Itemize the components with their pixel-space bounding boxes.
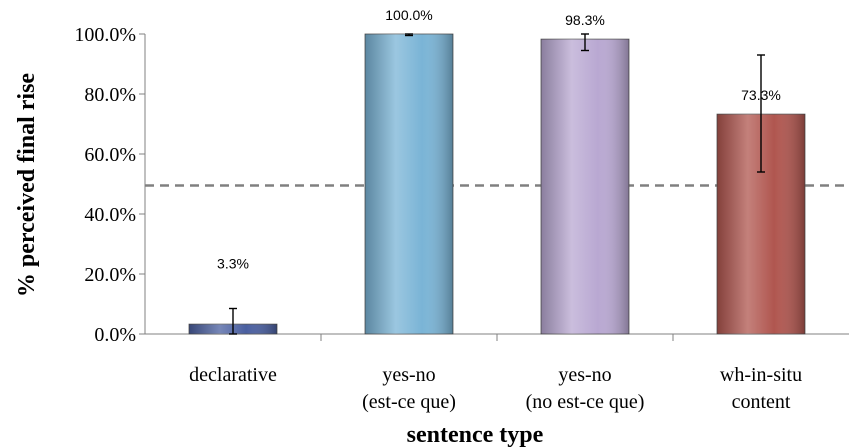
data-label: 73.3%	[741, 87, 781, 103]
bars	[188, 33, 806, 335]
category-label: content	[732, 391, 791, 413]
bar-shading	[541, 39, 629, 334]
y-tick-label: 0.0%	[94, 324, 136, 346]
y-tick-label: 100.0%	[74, 24, 136, 46]
category-label: (est-ce que)	[362, 391, 456, 413]
labels: 3.3% declarative 100.0% yes-no (est-ce que) 9…	[189, 7, 802, 413]
data-label: 100.0%	[385, 7, 432, 23]
data-label: 98.3%	[565, 12, 605, 28]
category-label: declarative	[189, 364, 277, 386]
bar-shading	[365, 34, 453, 334]
x-axis-title: sentence type	[407, 422, 544, 448]
y-axis-title: % perceived final rise	[14, 73, 40, 298]
category-label: yes-no	[382, 364, 435, 386]
category-label: yes-no	[558, 364, 611, 386]
category-label: wh-in-situ	[720, 364, 802, 386]
y-tick-label: 80.0%	[84, 84, 136, 106]
data-label: 3.3%	[217, 256, 249, 272]
y-tick-label: 40.0%	[84, 204, 136, 226]
y-tick-label: 60.0%	[84, 144, 136, 166]
category-label: (no est-ce que)	[526, 391, 645, 413]
y-tick-label: 20.0%	[84, 264, 136, 286]
